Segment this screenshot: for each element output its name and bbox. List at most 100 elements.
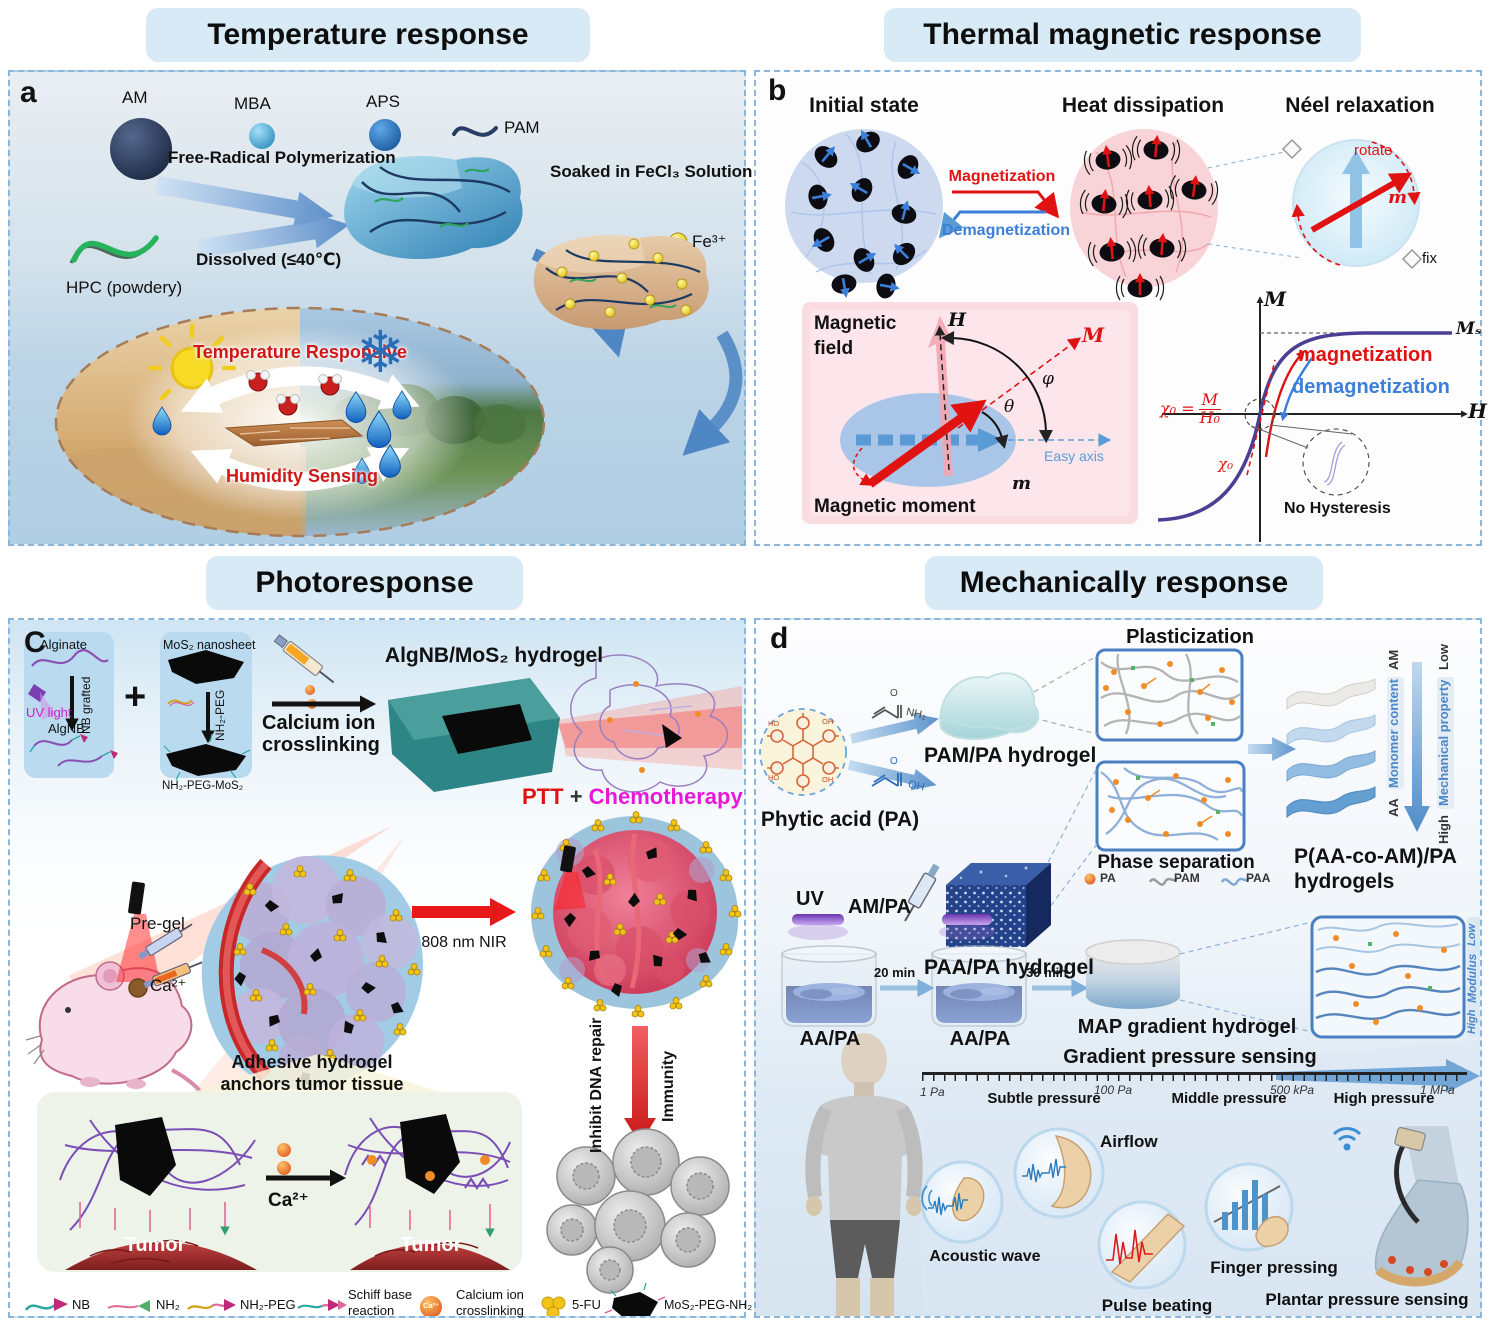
acoustic-wave-label: Acoustic wave <box>929 1248 1041 1265</box>
pam-polymer-squiggle <box>452 126 498 137</box>
beaker-1 <box>781 945 877 1027</box>
nir-laser-icon <box>554 845 586 910</box>
ptt-text: PTT <box>522 784 564 809</box>
ca-crosslink-label: Ca²⁺ <box>268 1190 309 1211</box>
legend-schiff-line2: reaction <box>348 1303 395 1318</box>
finger-bubble <box>1204 1162 1294 1252</box>
panel-d-label: d <box>770 622 789 655</box>
scale-500kpa: 500 kPa <box>1270 1083 1315 1097</box>
panel-c-illustration <box>24 632 742 1316</box>
tumor-label-right: Tumor <box>400 1234 462 1256</box>
gradient-down-arrow <box>1404 662 1430 832</box>
mos2-nanosheet-label: MoS₂ nanosheet <box>163 638 256 652</box>
pregel-label: Pre-gel <box>130 914 185 933</box>
field-H-label: H <box>948 309 966 331</box>
pulse-beating-label: Pulse beating <box>1101 1296 1213 1315</box>
pregel-syringe-icon <box>137 923 193 960</box>
magnetic-field-label: Magnetic field <box>814 313 897 359</box>
magnetization-curve <box>1157 331 1452 522</box>
airflow-label: Airflow <box>1100 1132 1158 1151</box>
map-gradient-label: MAP gradient hydrogel <box>1077 1016 1297 1038</box>
acoustic-bubble <box>920 1160 1004 1244</box>
pressure-ruler <box>922 1072 1467 1081</box>
magnetic-field-box <box>802 302 1138 524</box>
legend-mos2peg-label: MoS₂-PEG-NH₂ <box>664 1298 753 1312</box>
graph-H-axis-label: H <box>1468 399 1487 423</box>
legend-schiff-line1: Schiff base <box>348 1287 413 1302</box>
scale-1pa: 1 Pa <box>920 1085 945 1099</box>
acrylamide-O-label: O <box>890 688 898 699</box>
algnb-mos2-hydrogel-label: AlgNB/MoS₂ hydrogel <box>384 644 604 667</box>
scale-1mpa: 1 MPa <box>1420 1083 1455 1097</box>
acrylic-O-label: O <box>890 756 898 767</box>
network-after <box>344 1114 511 1270</box>
chi-numerator: M <box>1198 391 1221 410</box>
title-temperature-response: Temperature response <box>146 8 590 62</box>
chi0-label: χ₀ <box>1218 455 1234 473</box>
monomer-content-label: Monomer content <box>1386 678 1401 788</box>
arrow-to-pam <box>850 713 939 744</box>
panel-d-illustration <box>759 648 1480 1316</box>
legend-calcium-line1: Calcium ion <box>456 1287 524 1302</box>
alginate-label: Alginate <box>40 637 87 652</box>
modulus-high-label: High <box>1466 1009 1478 1035</box>
low-end-label: Low <box>1436 644 1451 670</box>
arrow-dissolved <box>196 212 350 258</box>
arrow-to-environment <box>682 330 743 456</box>
title-c-text: Photoresponse <box>255 566 474 599</box>
immunity-label: Immunity <box>660 1050 677 1122</box>
copolymer-label-line2: hydrogels <box>1294 870 1395 893</box>
map-gradient-cylinder <box>1085 939 1181 1009</box>
title-photoresponse: Photoresponse <box>206 556 523 610</box>
panel-b-illustration <box>785 72 1468 542</box>
legend-nb-label: NB <box>72 1297 91 1312</box>
nir-label: 808 nm NIR <box>421 934 507 951</box>
modulus-label: Modulus <box>1465 953 1479 1003</box>
nh2-peg-label: NH₂-PEG <box>213 689 227 741</box>
pulse-bubble <box>1097 1200 1187 1290</box>
pam-pa-label: PAM/PA hydrogel <box>924 744 1097 767</box>
inhibit-arrow <box>624 1026 656 1144</box>
field-M-label: M <box>1082 323 1105 347</box>
alginate-chain <box>31 649 109 667</box>
hpc-polymer-squiggle <box>69 235 159 264</box>
network-before <box>59 1117 257 1270</box>
panel-b-thermal-magnetic: b Initial state Heat dissipation Néel re… <box>754 70 1487 546</box>
ampa-syringe-icon <box>904 863 940 922</box>
hydrogel-sheet <box>224 419 364 447</box>
title-thermal-magnetic-response: Thermal magnetic response <box>884 8 1361 62</box>
am-pa-label: AM/PA <box>848 896 911 918</box>
snowflake-icon: ❄ <box>356 320 405 385</box>
high-pressure-label: High pressure <box>1333 1090 1435 1107</box>
mouse-figure <box>25 881 211 1139</box>
phytic-acid-label: Phytic acid (PA) <box>760 808 920 831</box>
graph-demagnetization-label: demagnetization <box>1292 376 1450 398</box>
acrylamide-structure <box>871 705 902 719</box>
legend-paa-label: PAA <box>1246 871 1271 885</box>
phytic-acid-molecule <box>759 708 847 796</box>
panel-c-photoresponse: C Alginate UV light NB grafted AlgNB + M… <box>8 618 752 1318</box>
chi-formula: χ₀ = M H₀ <box>1160 391 1221 427</box>
legend-nh2peg-label: NH₂-PEG <box>240 1297 296 1312</box>
calcium-crosslinking-line2: crosslinking <box>262 734 380 756</box>
hydrogel-network-sketch <box>570 654 728 793</box>
plantar-foot <box>1332 1126 1469 1287</box>
dissolved-label: Dissolved (≤40℃) <box>196 250 342 269</box>
adhesive-line2: anchors tumor tissue <box>220 1074 404 1094</box>
algnb-chains <box>29 734 118 767</box>
beaker-2 <box>931 945 1027 1027</box>
aa-pa-label-1: AA/PA <box>799 1028 861 1050</box>
title-b-text: Thermal magnetic response <box>923 18 1322 51</box>
legend-nh2-label: NH₂ <box>156 1297 180 1312</box>
title-a-text: Temperature response <box>207 18 529 51</box>
paa-pa-label: PAA/PA hydrogel <box>924 956 1094 979</box>
immune-cell-cluster <box>546 1128 730 1294</box>
am-end-label: AM <box>1386 649 1401 671</box>
copolymer-label-line1: P(AA-co-AM)/PA <box>1294 845 1457 868</box>
pam-label: PAM <box>504 118 540 137</box>
no-hysteresis-inset-curve <box>1323 441 1346 486</box>
modulus-inset <box>1310 915 1466 1039</box>
title-mechanically-response: Mechanically response <box>925 556 1323 610</box>
adhesive-line1: Adhesive hydrogel <box>231 1052 393 1072</box>
easy-axis-label: Easy axis <box>1044 448 1104 464</box>
